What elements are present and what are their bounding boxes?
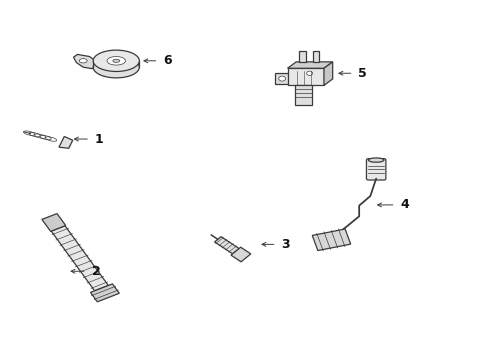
Ellipse shape — [79, 59, 87, 63]
FancyBboxPatch shape — [275, 73, 289, 84]
Ellipse shape — [93, 57, 139, 78]
Ellipse shape — [113, 59, 120, 62]
FancyBboxPatch shape — [313, 51, 319, 62]
Polygon shape — [59, 136, 73, 148]
Circle shape — [279, 76, 286, 81]
Polygon shape — [215, 237, 239, 254]
Ellipse shape — [368, 158, 384, 162]
Polygon shape — [324, 62, 333, 85]
Text: 3: 3 — [281, 238, 290, 251]
Text: 4: 4 — [400, 198, 409, 211]
FancyBboxPatch shape — [295, 85, 312, 105]
Ellipse shape — [93, 50, 139, 72]
Text: 2: 2 — [92, 265, 100, 278]
Polygon shape — [42, 213, 66, 231]
Ellipse shape — [107, 57, 125, 65]
Text: 5: 5 — [359, 67, 367, 80]
Text: 1: 1 — [95, 132, 104, 145]
Polygon shape — [231, 247, 251, 262]
Circle shape — [307, 71, 313, 75]
Text: 6: 6 — [163, 54, 172, 67]
Polygon shape — [51, 226, 108, 291]
Polygon shape — [312, 229, 351, 251]
FancyBboxPatch shape — [367, 159, 386, 180]
FancyBboxPatch shape — [299, 51, 306, 62]
Polygon shape — [91, 284, 119, 302]
Polygon shape — [288, 62, 333, 68]
Polygon shape — [74, 54, 98, 69]
FancyBboxPatch shape — [288, 68, 324, 85]
